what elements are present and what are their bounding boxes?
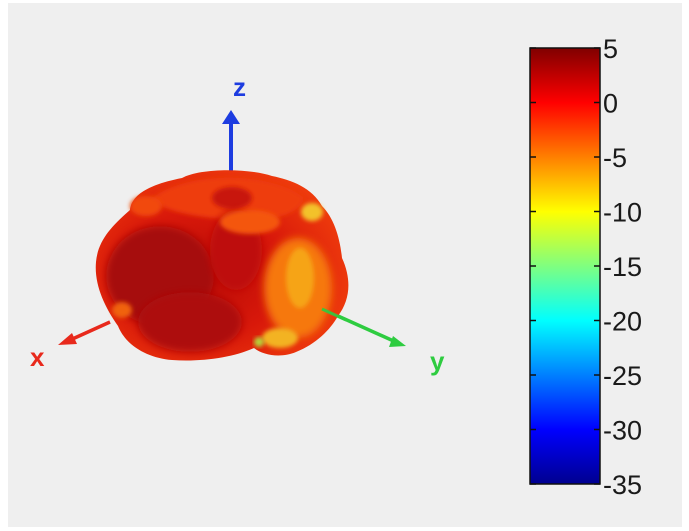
colorbar-tick-label: -35 (603, 470, 642, 500)
colorbar-tick-label: -15 (603, 252, 642, 282)
colorbar-tick-label: -5 (603, 143, 627, 173)
colorbar-gradient (529, 47, 601, 485)
surface-highlight-top-left (130, 196, 162, 216)
y-axis-arrowhead (389, 336, 406, 347)
colorbar-tick-label: -25 (603, 361, 642, 391)
colorbar-tick-label: 0 (603, 89, 618, 119)
colorbar-tick-label: -10 (603, 198, 642, 228)
surface-dark-lobe-lower (138, 292, 242, 352)
surface-top-spot (212, 187, 252, 209)
x-axis-label: x (30, 342, 45, 372)
x-axis-arrowhead (58, 333, 77, 345)
z-axis-label: z (233, 72, 246, 102)
surface-orange-patch-left (112, 302, 132, 318)
surface-yellow-patch-top (301, 203, 323, 221)
x-axis-line (67, 320, 111, 343)
radiation-pattern-surface (95, 170, 349, 361)
colorbar-ticks: 5 0 -5 -10 -15 -20 -25 -30 -35 (530, 34, 642, 500)
surface-yellow-patch-bottom (262, 328, 298, 348)
surface-light-rim (220, 210, 280, 234)
colorbar: 5 0 -5 -10 -15 -20 -25 -30 -35 (529, 34, 642, 500)
colorbar-tick-label: -20 (603, 307, 642, 337)
y-axis-label: y (430, 346, 445, 376)
z-axis-arrowhead (222, 110, 240, 124)
y-axis-front-segment (321, 307, 347, 322)
colorbar-tick-label: 5 (603, 34, 618, 64)
surface-yellow-patch-right (286, 248, 314, 308)
colorbar-tick-label: -30 (603, 416, 642, 446)
surface-green-patch (254, 337, 264, 347)
